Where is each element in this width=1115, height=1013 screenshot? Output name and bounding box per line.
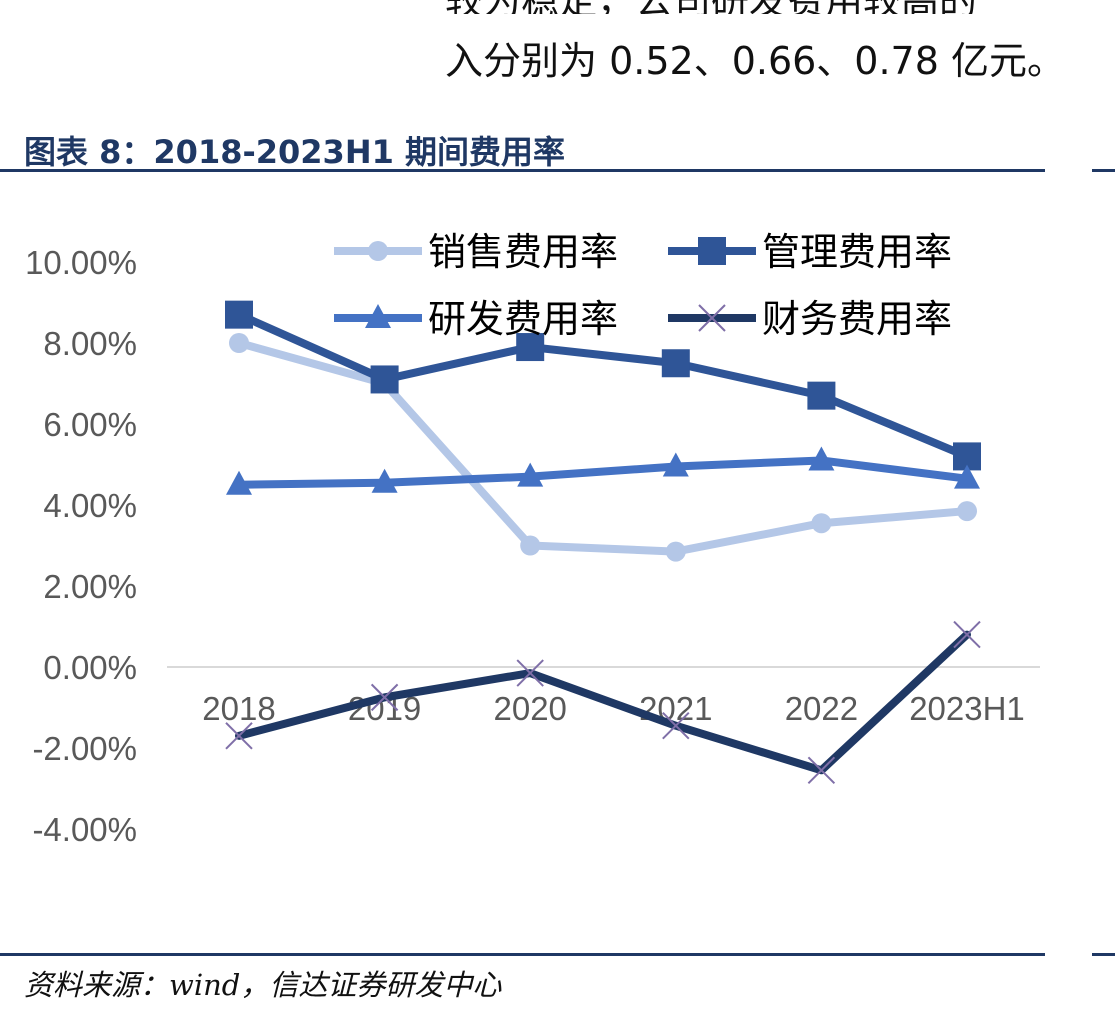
- data-point-series-4: [370, 683, 399, 712]
- y-tick-label: -4.00%: [32, 811, 137, 848]
- data-point-series-2: [661, 349, 690, 378]
- x-marker-stroke: [516, 659, 544, 687]
- series-line-2: [235, 310, 971, 461]
- x-tick-label: 2022: [785, 690, 858, 727]
- legend-label: 财务费用率: [762, 297, 952, 341]
- x-marker-stroke: [953, 620, 981, 649]
- data-point-series-1: [957, 501, 977, 522]
- x-tick-label: 2018: [202, 690, 275, 727]
- y-tick-label: 6.00%: [43, 406, 137, 443]
- data-point-series-4: [662, 712, 690, 740]
- legend-entry-3: 研发费用率: [334, 297, 618, 341]
- data-point-series-1: [520, 535, 541, 556]
- data-point-series-2: [225, 300, 253, 329]
- x-marker-stroke: [807, 756, 836, 784]
- y-tick-label: 4.00%: [43, 487, 137, 524]
- x-marker-stroke: [370, 683, 399, 712]
- data-point-series-1: [229, 333, 249, 353]
- data-point-series-4: [516, 659, 544, 687]
- data-point-series-4: [953, 620, 981, 649]
- data-point-series-3: [371, 468, 398, 493]
- figure-title: 图表 8：2018-2023H1 期间费用率: [24, 133, 566, 171]
- legend-marker: [368, 241, 388, 261]
- y-tick-label: 10.00%: [25, 244, 137, 281]
- legend-entry-2: 管理费用率: [668, 230, 952, 274]
- series-line-1: [235, 339, 971, 556]
- data-point-series-3: [226, 470, 252, 495]
- data-point-series-3: [954, 464, 980, 489]
- data-point-series-1: [665, 541, 686, 562]
- source-rule: [0, 953, 1045, 956]
- y-tick-label: -2.00%: [32, 730, 137, 767]
- y-tick-label: 8.00%: [43, 325, 137, 362]
- data-point-series-2: [370, 365, 399, 394]
- x-marker-stroke: [225, 722, 253, 750]
- legend-marker: [698, 304, 726, 332]
- legend-label: 管理费用率: [762, 230, 952, 274]
- x-tick-label: 2023H1: [909, 690, 1025, 727]
- data-point-series-3: [808, 446, 835, 471]
- data-point-series-4: [225, 722, 253, 750]
- legend-label: 研发费用率: [428, 297, 618, 341]
- data-point-series-1: [811, 513, 832, 534]
- title-rule: [0, 169, 1045, 172]
- data-point-series-3: [517, 462, 544, 487]
- x-marker-stroke: [662, 712, 690, 740]
- title-rule-right: [1092, 169, 1115, 172]
- line-chart: 10.00% 8.00% 6.00% 4.00% 2.00% 0.00% -2.00% -4.…: [25, 230, 1040, 848]
- x-marker-stroke: [698, 304, 726, 332]
- y-tick-label: 0.00%: [43, 649, 137, 686]
- x-tick-label: 2021: [639, 690, 712, 727]
- series-line-4: [235, 630, 971, 775]
- legend-marker: [698, 237, 726, 265]
- legend-entry-4: 财务费用率: [668, 297, 952, 341]
- body-text-clipped-line: 较为稳定，公司研发费用较高的: [445, 0, 1115, 14]
- data-point-series-3: [662, 452, 689, 477]
- legend-label: 销售费用率: [428, 230, 618, 274]
- legend-entry-1: 销售费用率: [334, 230, 618, 274]
- figure-source: 资料来源：wind，信达证券研发中心: [24, 968, 502, 1002]
- data-point-series-4: [807, 756, 836, 784]
- data-point-series-2: [807, 381, 836, 410]
- y-tick-label: 2.00%: [43, 568, 137, 605]
- body-text-line: 入分别为 0.52、0.66、0.78 亿元。: [445, 39, 1065, 83]
- series-line-3: [235, 456, 971, 489]
- source-rule-right: [1092, 953, 1115, 956]
- legend-marker: [365, 304, 391, 328]
- x-tick-label: 2020: [493, 690, 566, 727]
- data-point-series-2: [516, 333, 545, 362]
